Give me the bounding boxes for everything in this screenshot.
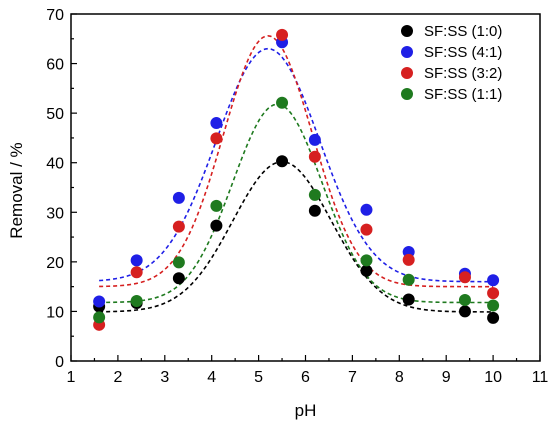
data-point	[276, 155, 289, 168]
x-axis-ticks: 1 2 3 4 5 6 7 8 9 10 11	[67, 355, 549, 386]
data-point	[172, 272, 185, 285]
data-point	[487, 311, 500, 324]
x-tick-label: 1	[67, 369, 76, 386]
x-tick-label: 10	[484, 369, 502, 386]
data-point	[93, 295, 106, 308]
data-point	[210, 117, 223, 130]
legend-marker	[401, 88, 413, 100]
data-point	[458, 305, 471, 318]
data-point	[308, 133, 321, 146]
fit-curves	[99, 34, 494, 313]
y-tick-label: 70	[46, 7, 64, 24]
x-tick-label: 7	[348, 369, 357, 386]
legend-marker	[401, 25, 413, 37]
legend-label: SF:SS (3:2)	[424, 65, 502, 82]
data-point	[360, 264, 373, 277]
data-point	[458, 294, 471, 307]
data-point	[93, 311, 106, 324]
data-point	[308, 204, 321, 217]
data-point	[276, 96, 289, 109]
x-tick-label: 2	[113, 369, 122, 386]
data-point	[172, 191, 185, 204]
fit-curve	[99, 160, 494, 313]
data-point	[360, 203, 373, 216]
data-point	[487, 274, 500, 287]
data-point	[308, 188, 321, 201]
x-tick-label: 11	[532, 369, 549, 386]
y-tick-label: 0	[55, 354, 64, 371]
x-tick-label: 5	[254, 369, 263, 386]
data-point	[308, 150, 321, 163]
y-tick-label: 50	[46, 106, 64, 123]
data-point	[172, 256, 185, 269]
data-points	[93, 28, 500, 331]
legend-label: SF:SS (4:1)	[424, 44, 502, 61]
legend: SF:SS (1:0) SF:SS (4:1) SF:SS (3:2) SF:SS (…	[401, 23, 502, 103]
x-tick-label: 4	[207, 369, 216, 386]
data-point	[402, 253, 415, 266]
data-point	[210, 132, 223, 145]
data-point	[276, 28, 289, 41]
y-tick-label: 60	[46, 57, 64, 74]
x-tick-label: 3	[160, 369, 169, 386]
y-tick-label: 30	[46, 205, 64, 222]
fit-curve	[99, 103, 494, 304]
data-point	[458, 271, 471, 284]
data-point	[487, 287, 500, 300]
y-axis-ticks: 0 10 20 30 40 50 60 70	[46, 7, 77, 371]
legend-label: SF:SS (1:0)	[424, 23, 502, 40]
x-tick-label: 6	[301, 369, 310, 386]
x-tick-label: 9	[442, 369, 451, 386]
data-point	[210, 199, 223, 212]
data-point	[172, 220, 185, 233]
data-point	[360, 254, 373, 267]
legend-label: SF:SS (1:1)	[424, 86, 502, 103]
data-point	[130, 254, 143, 267]
x-axis-label: pH	[295, 401, 317, 420]
data-point	[130, 266, 143, 279]
data-point	[402, 273, 415, 286]
legend-marker	[401, 46, 413, 58]
data-point	[130, 295, 143, 308]
y-tick-label: 10	[46, 304, 64, 321]
data-point	[487, 299, 500, 312]
y-tick-label: 40	[46, 156, 64, 173]
legend-marker	[401, 67, 413, 79]
y-axis-label: Removal / %	[7, 142, 26, 238]
data-point	[360, 223, 373, 236]
data-point	[402, 293, 415, 306]
y-tick-label: 20	[46, 255, 64, 272]
x-tick-label: 8	[395, 369, 404, 386]
data-point	[210, 219, 223, 232]
